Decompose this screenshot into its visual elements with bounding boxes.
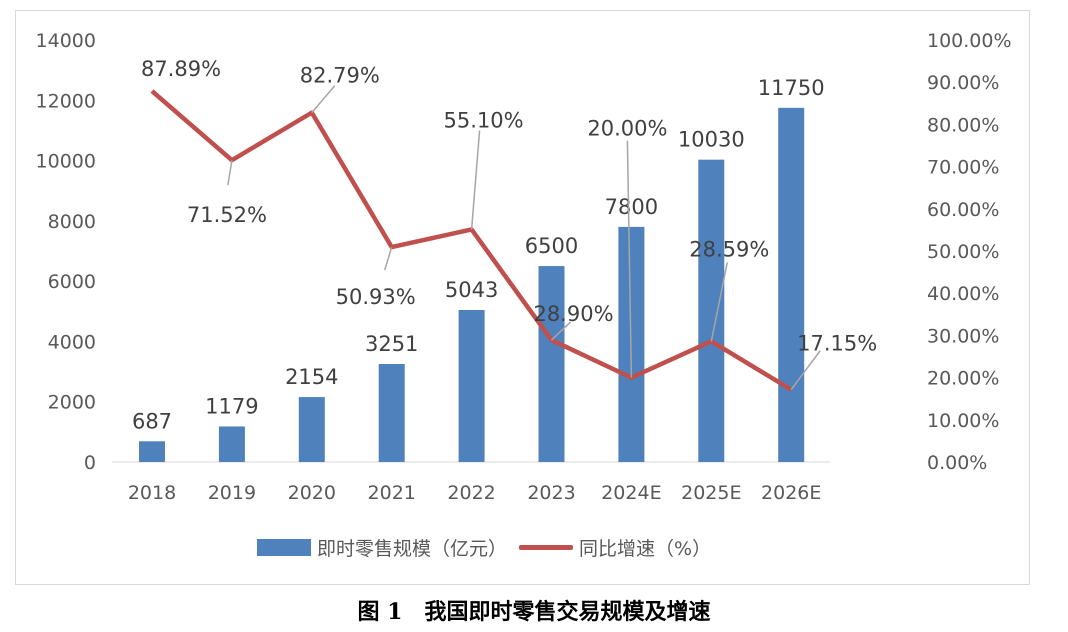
- leader-line: [470, 130, 481, 230]
- bar-label: 687: [132, 409, 172, 433]
- bar: [538, 266, 565, 462]
- bar: [458, 309, 485, 462]
- bar-label: 10030: [678, 128, 745, 152]
- y-left-tick: 2000: [48, 392, 96, 414]
- y-left-tick: 4000: [48, 331, 96, 353]
- y-right-tick: 70.00%: [927, 157, 999, 179]
- line-label: 87.89%: [141, 57, 221, 81]
- x-tick: 2021: [368, 482, 416, 504]
- y-right-tick: 90.00%: [927, 72, 999, 94]
- y-right-tick: 30.00%: [927, 325, 999, 347]
- line-label: 55.10%: [444, 108, 524, 132]
- line-label: 71.52%: [187, 203, 267, 227]
- bar: [139, 441, 165, 462]
- x-tick: 2025E: [681, 482, 741, 504]
- bar-label: 1179: [205, 394, 258, 418]
- x-tick: 2022: [447, 482, 495, 504]
- line-label: 20.00%: [587, 117, 667, 141]
- bar: [698, 159, 725, 462]
- line-label: 17.15%: [797, 332, 877, 356]
- leader-line: [550, 321, 572, 341]
- x-tick: 2026E: [761, 482, 821, 504]
- bar-label: 2154: [285, 365, 338, 389]
- y-left-tick: 6000: [48, 271, 96, 293]
- bar-label: 5043: [445, 278, 498, 302]
- y-right-tick: 60.00%: [927, 199, 999, 221]
- leader-line: [790, 350, 821, 391]
- y-right-tick: 20.00%: [927, 368, 999, 390]
- bar: [298, 397, 325, 462]
- y-left-tick: 12000: [36, 90, 96, 112]
- y-left-tick: 0: [84, 452, 96, 474]
- legend-label-bar: 即时零售规模（亿元）: [317, 538, 508, 560]
- y-right-tick: 0.00%: [927, 452, 987, 474]
- x-tick: 2024E: [601, 482, 661, 504]
- y-right-tick: 100.00%: [927, 30, 1012, 52]
- y-right-tick: 10.00%: [927, 410, 999, 432]
- leader-line: [311, 85, 336, 114]
- legend-swatch-line: [519, 545, 574, 550]
- legend: 即时零售规模（亿元） 同比增速（%）: [257, 534, 711, 561]
- x-tick: 2020: [288, 482, 336, 504]
- bar-label: 3251: [365, 332, 418, 356]
- leader-line: [227, 160, 233, 186]
- leader-line: [626, 140, 633, 378]
- x-tick: 2023: [527, 482, 575, 504]
- y-right-tick: 50.00%: [927, 241, 999, 263]
- chart-frame: [15, 10, 1030, 585]
- legend-swatch-bar: [257, 539, 311, 556]
- bar-label: 6500: [525, 234, 578, 258]
- legend-label-line: 同比增速（%）: [579, 538, 712, 560]
- line-label: 28.59%: [689, 237, 769, 261]
- figure-caption: 图 1 我国即时零售交易规模及增速: [357, 599, 711, 625]
- y-left-tick: 8000: [48, 211, 96, 233]
- line-label: 50.93%: [336, 285, 416, 309]
- x-tick: 2019: [208, 482, 256, 504]
- bar: [778, 107, 805, 463]
- leader-line: [710, 262, 729, 342]
- y-left-tick: 10000: [36, 151, 96, 173]
- y-right-tick: 80.00%: [927, 114, 999, 136]
- bar-label: 7800: [605, 195, 658, 219]
- leader-line: [383, 246, 393, 271]
- x-tick: 2018: [128, 482, 176, 504]
- y-left-tick: 14000: [36, 30, 96, 52]
- bar: [378, 364, 405, 462]
- line-label: 82.79%: [300, 64, 380, 88]
- line-label: 28.90%: [533, 302, 613, 326]
- bar: [218, 426, 245, 462]
- y-right-tick: 40.00%: [927, 283, 999, 305]
- bar-label: 11750: [758, 76, 825, 100]
